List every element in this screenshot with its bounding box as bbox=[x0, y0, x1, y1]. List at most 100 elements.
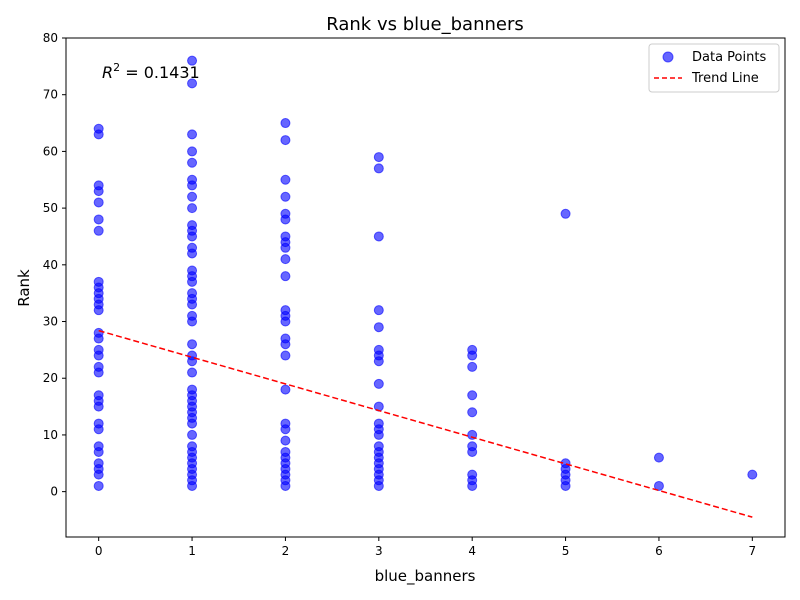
data-point bbox=[467, 407, 478, 418]
data-point bbox=[93, 186, 104, 197]
data-point bbox=[653, 480, 664, 491]
data-point bbox=[93, 424, 104, 435]
data-point bbox=[187, 157, 198, 168]
x-tick-label: 6 bbox=[655, 544, 663, 558]
data-point bbox=[467, 480, 478, 491]
data-point bbox=[653, 452, 664, 463]
x-tick-label: 2 bbox=[282, 544, 290, 558]
r-squared-value: = 0.1431 bbox=[120, 63, 200, 82]
data-point bbox=[93, 469, 104, 480]
data-point bbox=[373, 322, 384, 333]
data-point bbox=[187, 203, 198, 214]
data-point bbox=[280, 271, 291, 282]
y-tick-label: 0 bbox=[50, 485, 58, 499]
x-tick-label: 3 bbox=[375, 544, 383, 558]
y-axis-title: Rank bbox=[15, 269, 33, 307]
x-tick-label: 1 bbox=[188, 544, 196, 558]
data-point bbox=[187, 78, 198, 89]
chart-title: Rank vs blue_banners bbox=[326, 14, 523, 35]
data-point bbox=[187, 146, 198, 157]
data-point bbox=[280, 435, 291, 446]
x-tick-label: 0 bbox=[95, 544, 103, 558]
legend-label-trend: Trend Line bbox=[691, 71, 759, 86]
x-axis-title: blue_banners bbox=[375, 567, 476, 586]
data-point bbox=[280, 480, 291, 491]
data-point bbox=[280, 242, 291, 253]
y-tick-label: 70 bbox=[43, 88, 58, 102]
legend: Data Points Trend Line bbox=[648, 43, 780, 93]
data-point bbox=[373, 429, 384, 440]
x-tick-label: 7 bbox=[748, 544, 756, 558]
data-point bbox=[280, 339, 291, 350]
data-point bbox=[187, 55, 198, 66]
data-point bbox=[187, 480, 198, 491]
data-point bbox=[280, 135, 291, 146]
data-point bbox=[187, 129, 198, 140]
data-point bbox=[187, 316, 198, 327]
data-point bbox=[467, 390, 478, 401]
data-points bbox=[93, 55, 758, 491]
data-point bbox=[93, 367, 104, 378]
plot-frame bbox=[65, 37, 786, 538]
data-point bbox=[187, 180, 198, 191]
data-point bbox=[93, 305, 104, 316]
data-point bbox=[93, 401, 104, 412]
x-tick-label: 5 bbox=[562, 544, 570, 558]
data-point bbox=[373, 480, 384, 491]
data-point bbox=[187, 191, 198, 202]
data-point bbox=[187, 231, 198, 242]
data-point bbox=[747, 469, 758, 480]
y-tick-label: 50 bbox=[43, 201, 58, 215]
data-point bbox=[467, 361, 478, 372]
data-point bbox=[373, 305, 384, 316]
data-point bbox=[93, 225, 104, 236]
data-point bbox=[187, 339, 198, 350]
data-point bbox=[280, 174, 291, 185]
data-point bbox=[280, 191, 291, 202]
legend-marker-points bbox=[662, 51, 674, 63]
data-point bbox=[373, 356, 384, 367]
data-point bbox=[93, 480, 104, 491]
trend-line bbox=[98, 329, 753, 518]
data-point bbox=[373, 378, 384, 389]
data-point bbox=[373, 231, 384, 242]
r-superscript: 2 bbox=[113, 61, 120, 74]
r-symbol: R bbox=[102, 63, 113, 82]
y-tick-label: 30 bbox=[43, 315, 58, 329]
data-point bbox=[467, 350, 478, 361]
data-point bbox=[93, 333, 104, 344]
data-point bbox=[280, 424, 291, 435]
data-point bbox=[373, 163, 384, 174]
data-point bbox=[280, 254, 291, 265]
legend-label-points: Data Points bbox=[692, 50, 766, 65]
data-point bbox=[93, 350, 104, 361]
data-point bbox=[187, 248, 198, 259]
y-tick-label: 20 bbox=[43, 371, 58, 385]
r-squared-annotation: R2 = 0.1431 bbox=[102, 61, 200, 82]
data-point bbox=[560, 480, 571, 491]
data-point bbox=[93, 214, 104, 225]
data-point bbox=[93, 129, 104, 140]
data-point bbox=[93, 197, 104, 208]
data-point bbox=[187, 429, 198, 440]
data-point bbox=[280, 384, 291, 395]
y-tick-label: 40 bbox=[43, 258, 58, 272]
data-point bbox=[187, 356, 198, 367]
data-point bbox=[560, 208, 571, 219]
data-point bbox=[280, 214, 291, 225]
data-point bbox=[467, 446, 478, 457]
y-tick-label: 80 bbox=[43, 31, 58, 45]
trend-line-layer bbox=[98, 329, 753, 518]
data-point bbox=[280, 316, 291, 327]
y-tick-label: 60 bbox=[43, 144, 58, 158]
data-point bbox=[187, 367, 198, 378]
data-point bbox=[280, 350, 291, 361]
x-tick-label: 4 bbox=[468, 544, 476, 558]
data-point bbox=[373, 152, 384, 163]
data-point bbox=[280, 118, 291, 129]
data-point bbox=[187, 418, 198, 429]
data-point bbox=[187, 299, 198, 310]
